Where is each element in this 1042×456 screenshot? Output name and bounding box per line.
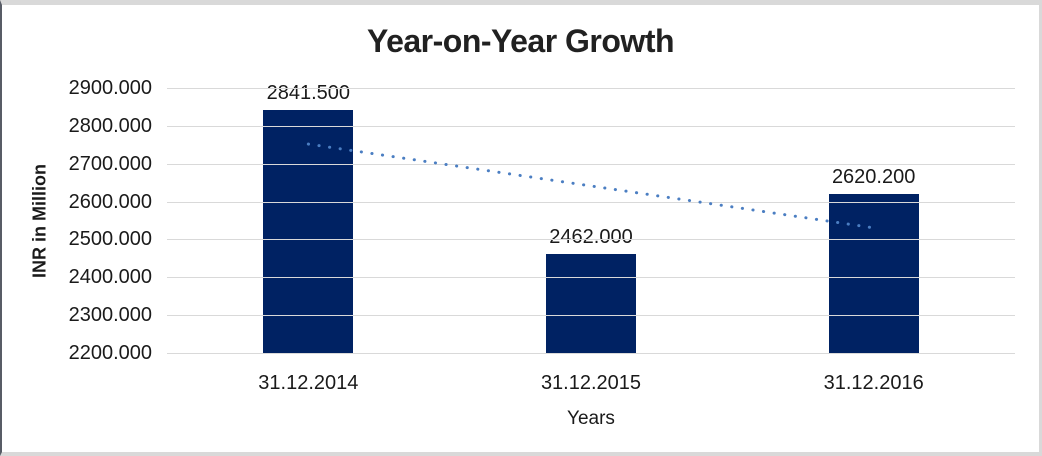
gridline — [167, 125, 1015, 127]
bar-31.12.2014 — [263, 110, 354, 353]
y-tick-label: 2700.000 — [68, 152, 152, 175]
gridline — [167, 163, 1015, 165]
value-label: 2841.500 — [266, 82, 351, 105]
y-tick-label: 2800.000 — [68, 114, 152, 137]
y-axis-title: INR in Million — [29, 164, 50, 278]
x-axis-title: Years — [567, 408, 615, 429]
y-tick-label: 2600.000 — [68, 190, 152, 213]
x-tick-label: 31.12.2016 — [823, 372, 924, 394]
y-tick-label: 2200.000 — [68, 342, 152, 364]
gridline — [167, 353, 1015, 354]
gridline — [167, 277, 1015, 279]
gridline — [167, 201, 1015, 203]
x-tick-label: 31.12.2014 — [258, 372, 359, 394]
value-label: 2462.000 — [549, 225, 633, 248]
chart-title: Year-on-Year Growth — [366, 23, 675, 59]
gridline — [167, 239, 1015, 241]
y-tick-label: 2500.000 — [68, 228, 152, 251]
gridline — [167, 88, 1015, 89]
bar-31.12.2016 — [828, 193, 919, 353]
y-tick-label: 2300.000 — [68, 304, 152, 327]
gridline — [167, 315, 1015, 317]
y-tick-label: 2900.000 — [68, 77, 152, 99]
x-tick-label: 31.12.2015 — [540, 372, 642, 394]
value-label: 2620.200 — [831, 165, 916, 188]
y-tick-label: 2400.000 — [68, 266, 152, 289]
bar-31.12.2015 — [546, 253, 636, 353]
